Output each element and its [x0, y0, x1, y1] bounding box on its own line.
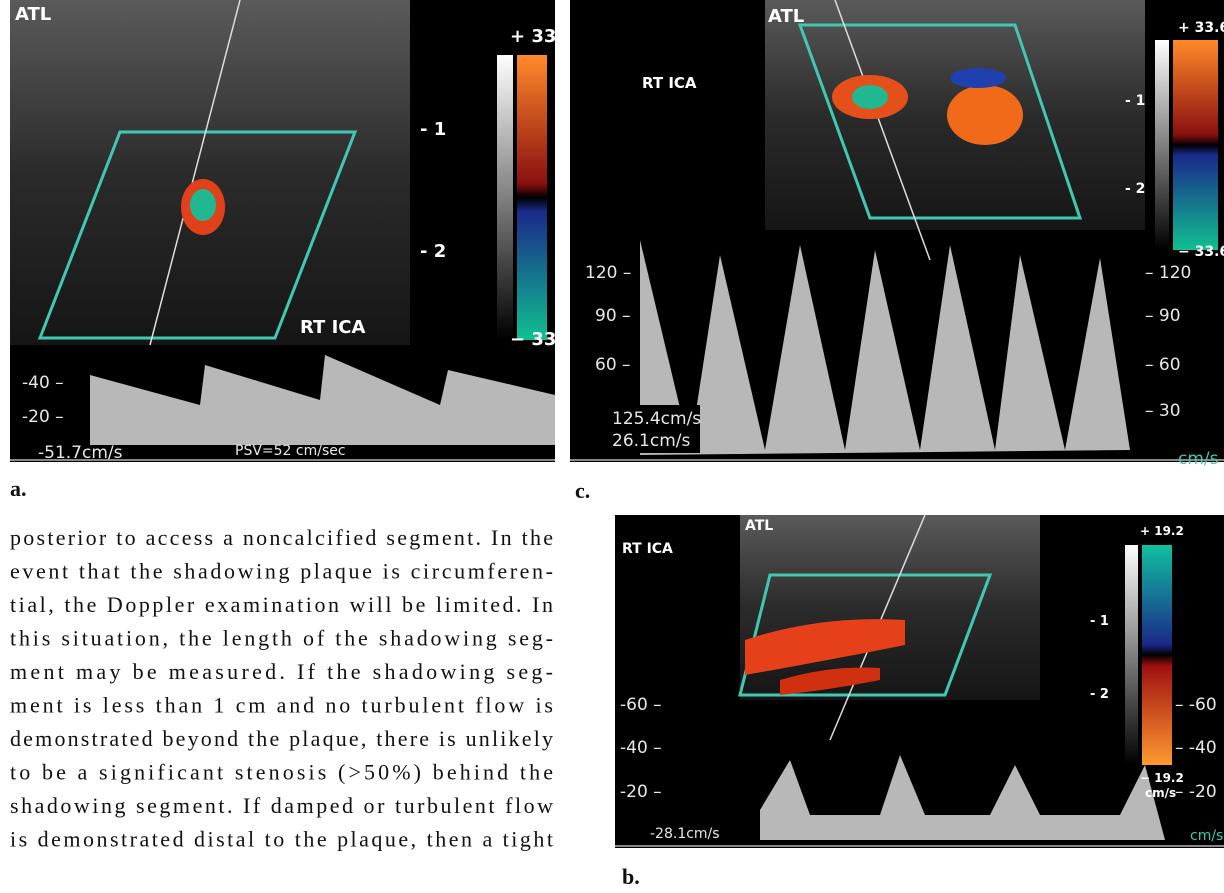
figure-b: ATL RT ICA + 19.2 − 19.2 cm/s - 1 - 2 -6…: [615, 515, 1224, 889]
readout: 125.4cm/s: [612, 409, 701, 429]
text-line: posterior to access a noncalcified segme…: [10, 525, 553, 550]
text-line: demonstrated beyond the plaque, there is…: [10, 726, 553, 751]
readout: -51.7cm/s: [38, 443, 123, 463]
unit: cm/s: [1190, 828, 1223, 844]
velocity-tick: -40 –: [620, 738, 662, 758]
text-line: ment is less than 1 cm and no turbulent …: [10, 693, 553, 718]
figure-label: b.: [622, 864, 640, 889]
readout: 26.1cm/s: [612, 431, 690, 451]
figure-a: ATL + 33.6 − 33.6 - 1 - 2 RT ICA -40 – -…: [10, 0, 576, 501]
text-line: this situation, the length of the shadow…: [10, 626, 553, 651]
scale-top: + 33.6: [1178, 20, 1224, 36]
depth-label: - 1: [420, 119, 446, 140]
depth-label: - 2: [1125, 181, 1145, 197]
body-text: posterior to access a noncalcified segme…: [10, 525, 553, 852]
velocity-tick: -60 –: [620, 695, 662, 715]
velocity-tick: -40 –: [22, 373, 64, 393]
view-title: RT ICA: [300, 317, 366, 338]
tag: ATL: [745, 518, 773, 534]
scale-bottom: − 33.6: [510, 329, 576, 350]
text-line: event that the shadowing plaque is circu…: [10, 559, 553, 584]
text-line: tial, the Doppler examination will be li…: [10, 592, 553, 617]
text-line: ment may be measured. If the shadowing s…: [10, 659, 553, 684]
depth-label: - 1: [1125, 93, 1145, 109]
velocity-tick: – 30: [1145, 401, 1181, 421]
page: ATL + 33.6 − 33.6 - 1 - 2 RT ICA -40 – -…: [0, 0, 1224, 893]
velocity-tick: – 90: [1145, 306, 1181, 326]
figure-label: a.: [10, 476, 27, 501]
depth-label: - 1: [1090, 614, 1109, 629]
unit: cm/s: [1145, 786, 1176, 800]
text-line: shadowing segment. If damped or turbulen…: [10, 793, 553, 818]
velocity-tick: – 60: [1145, 355, 1181, 375]
readout: -28.1cm/s: [650, 826, 720, 842]
velocity-tick: – 120: [1145, 263, 1191, 283]
figure-c: ATL RT ICA + 33.6 − 33.6 - 1 - 2 120 – 9…: [570, 0, 1224, 503]
scale-top: + 19.2: [1140, 524, 1184, 538]
view-title: RT ICA: [622, 541, 673, 557]
readout: PSV=52 cm/sec: [235, 443, 346, 459]
unit: cm/s: [1178, 449, 1219, 469]
velocity-tick: -20 –: [620, 782, 662, 802]
scale-top: + 33.6: [510, 26, 576, 47]
tag: ATL: [768, 6, 804, 27]
velocity-tick: -20 –: [22, 407, 64, 427]
velocity-tick: 90 –: [595, 306, 631, 326]
velocity-tick: 60 –: [595, 355, 631, 375]
text-line: to be a significant stenosis (>50%) behi…: [10, 760, 553, 785]
velocity-tick: – -40: [1175, 738, 1217, 758]
tag: ATL: [15, 4, 51, 25]
velocity-tick: 120 –: [585, 263, 631, 283]
scale-bottom: − 33.6: [1178, 244, 1224, 260]
velocity-tick: – -20: [1175, 782, 1217, 802]
velocity-tick: – -60: [1175, 695, 1217, 715]
view-title: RT ICA: [642, 74, 697, 92]
text-line: is demonstrated distal to the plaque, th…: [10, 827, 553, 852]
figure-label: c.: [575, 478, 590, 503]
depth-label: - 2: [420, 241, 446, 262]
depth-label: - 2: [1090, 687, 1109, 702]
